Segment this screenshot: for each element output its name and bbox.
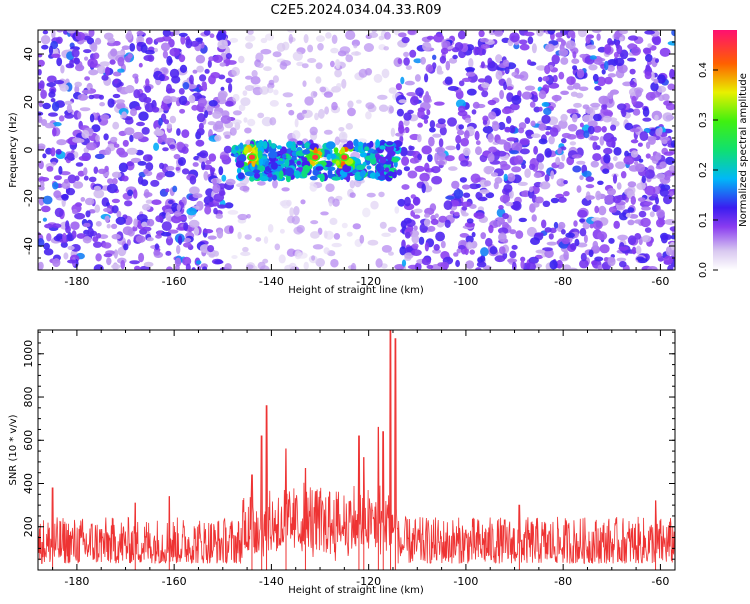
y-tick-label: 40	[22, 47, 35, 61]
y-tick-label: 200	[22, 516, 35, 537]
x-tick-label: -60	[651, 575, 669, 588]
x-tick-label: -160	[162, 575, 187, 588]
chart-title: C2E5.2024.034.04.33.R09	[270, 3, 441, 18]
x-tick-label: -80	[554, 575, 572, 588]
colorbar-gradient	[713, 30, 737, 270]
spectrogram-image	[38, 30, 675, 270]
colorbar-tick-label: 0.1	[698, 212, 709, 228]
y-tick-label: -40	[22, 237, 35, 255]
y-tick-label: 800	[22, 387, 35, 408]
colorbar-ticks: 0.0 0.1 0.2 0.3 0.4	[698, 62, 718, 278]
snr-y-axis: 200 400 600 800 1000	[22, 331, 675, 571]
snr-x-label: Height of straight line (km)	[288, 585, 424, 596]
colorbar-tick-label: 0.4	[698, 62, 709, 78]
snr-x-axis: -180 -160 -140 -120 -100 -80 -60	[52, 330, 669, 588]
snr-panel: -180 -160 -140 -120 -100 -80 -60 200 400 600 800 1…	[8, 329, 676, 596]
x-tick-label: -180	[64, 575, 89, 588]
snr-line	[38, 330, 675, 565]
colorbar: 0.0 0.1 0.2 0.3 0.4 Normalized spectral ampl…	[698, 30, 749, 278]
spectrogram-x-label: Height of straight line (km)	[288, 285, 424, 296]
colorbar-label: Normalized spectral amplitude	[738, 73, 749, 227]
y-tick-label: 1000	[22, 340, 35, 368]
snr-series	[38, 330, 675, 570]
x-tick-label: -140	[259, 575, 284, 588]
snr-frame	[37, 329, 676, 571]
y-tick-label: 20	[22, 95, 35, 109]
y-tick-label: 400	[22, 473, 35, 494]
x-tick-label: -80	[554, 275, 572, 288]
colorbar-tick-label: 0.3	[698, 112, 709, 128]
spectrogram-y-label: Frequency (Hz)	[8, 112, 19, 188]
y-tick-label: 0	[22, 147, 35, 154]
spectrogram-panel: -180 -160 -140 -120 -100 -80 -60 -40 -20 0 20 40 H…	[8, 29, 676, 296]
spectrogram-x-axis: -180 -160 -140 -120 -100 -80 -60	[52, 30, 669, 288]
x-tick-label: -140	[259, 275, 284, 288]
x-tick-label: -100	[453, 575, 478, 588]
x-tick-label: -60	[651, 275, 669, 288]
x-tick-label: -160	[162, 275, 187, 288]
x-tick-label: -100	[453, 275, 478, 288]
spectrogram-y-axis: -40 -20 0 20 40	[22, 29, 675, 271]
colorbar-tick-label: 0.2	[698, 162, 709, 178]
y-tick-label: -20	[22, 189, 35, 207]
snr-y-label: SNR (10 * v/v)	[8, 414, 19, 485]
x-tick-label: -180	[64, 275, 89, 288]
x-tick-label: -120	[356, 575, 381, 588]
x-tick-label: -120	[356, 275, 381, 288]
y-tick-label: 600	[22, 430, 35, 451]
colorbar-tick-label: 0.0	[698, 262, 709, 278]
